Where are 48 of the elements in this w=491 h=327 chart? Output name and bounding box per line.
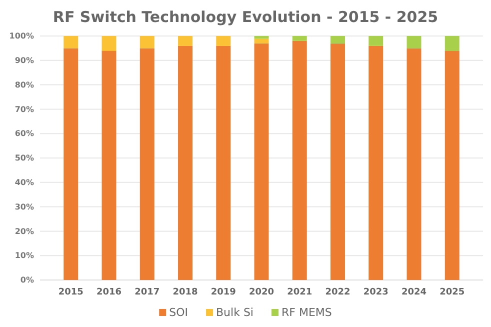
bar	[254, 38, 269, 44]
x-tick-label: 2023	[363, 287, 388, 298]
bar	[178, 46, 192, 280]
y-tick-label: 10%	[14, 251, 34, 260]
legend-label: RF MEMS	[281, 306, 332, 319]
bar	[444, 50, 460, 280]
y-tick-label: 0%	[20, 276, 34, 285]
bar	[254, 43, 269, 280]
y-tick-label: 70%	[14, 104, 34, 114]
x-tick-label: 2015	[58, 287, 84, 298]
bar	[368, 36, 384, 46]
y-tick-label: 50%	[14, 154, 34, 163]
x-tick-label: 2017	[134, 287, 160, 298]
y-tick-label: 30%	[14, 202, 34, 212]
bar	[102, 36, 116, 51]
bar	[330, 43, 345, 280]
bar	[406, 36, 422, 48]
chart-title: RF Switch Technology Evolution - 2015 - 2025	[52, 8, 438, 26]
x-tick-label: 2025	[440, 287, 465, 298]
bar	[406, 48, 422, 280]
bar	[368, 46, 384, 280]
bar	[140, 36, 154, 48]
x-tick-label: 2019	[210, 287, 236, 298]
y-tick-label: 40%	[14, 178, 34, 187]
bar	[292, 36, 307, 41]
x-tick-label: 2018	[172, 287, 198, 298]
x-tick-label: 2022	[325, 287, 350, 298]
bar	[444, 36, 460, 51]
y-tick-label: 20%	[14, 226, 34, 236]
bar	[292, 40, 307, 280]
x-tick-label: 2016	[96, 287, 122, 298]
bar	[178, 36, 192, 46]
bar	[64, 48, 78, 280]
x-tick-label: 2020	[248, 287, 274, 298]
x-tick-label: 2024	[401, 287, 427, 298]
bar	[216, 36, 231, 46]
y-tick-label: 90%	[14, 56, 34, 65]
bar	[216, 46, 231, 280]
y-tick-label: 60%	[14, 129, 34, 138]
bar	[64, 36, 78, 48]
y-tick-label: 100%	[9, 32, 34, 41]
bar	[102, 50, 116, 280]
y-tick-label: 80%	[14, 80, 34, 90]
legend-label: SOI	[169, 306, 188, 319]
bar	[140, 48, 154, 280]
x-tick-label: 2021	[287, 287, 312, 298]
legend-label: Bulk Si	[216, 306, 254, 319]
bar	[330, 36, 345, 44]
